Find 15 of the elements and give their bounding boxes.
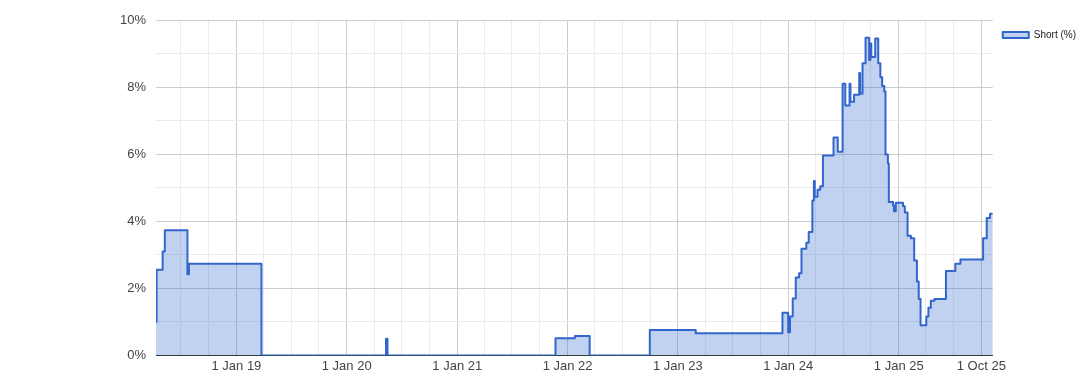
x-tick-label: 1 Jan 25 xyxy=(873,357,924,373)
y-tick-label: 4% xyxy=(127,212,147,228)
y-tick-label: 2% xyxy=(127,279,147,295)
y-tick-label: 6% xyxy=(127,145,147,161)
y-tick-label: 10% xyxy=(119,11,147,27)
x-tick-label: 1 Jan 20 xyxy=(321,357,372,373)
x-tick-label: 1 Oct 25 xyxy=(956,357,1006,373)
x-tick-label: 1 Jan 24 xyxy=(763,357,814,373)
y-tick-label: 8% xyxy=(127,78,147,94)
x-tick-label: 1 Jan 23 xyxy=(652,357,703,373)
y-tick-label: 0% xyxy=(127,346,147,362)
x-tick-label: 1 Jan 22 xyxy=(542,357,593,373)
x-tick-label: 1 Jan 21 xyxy=(432,357,483,373)
legend-label: Short (%) xyxy=(1033,28,1076,40)
x-tick-label: 1 Jan 19 xyxy=(211,357,262,373)
